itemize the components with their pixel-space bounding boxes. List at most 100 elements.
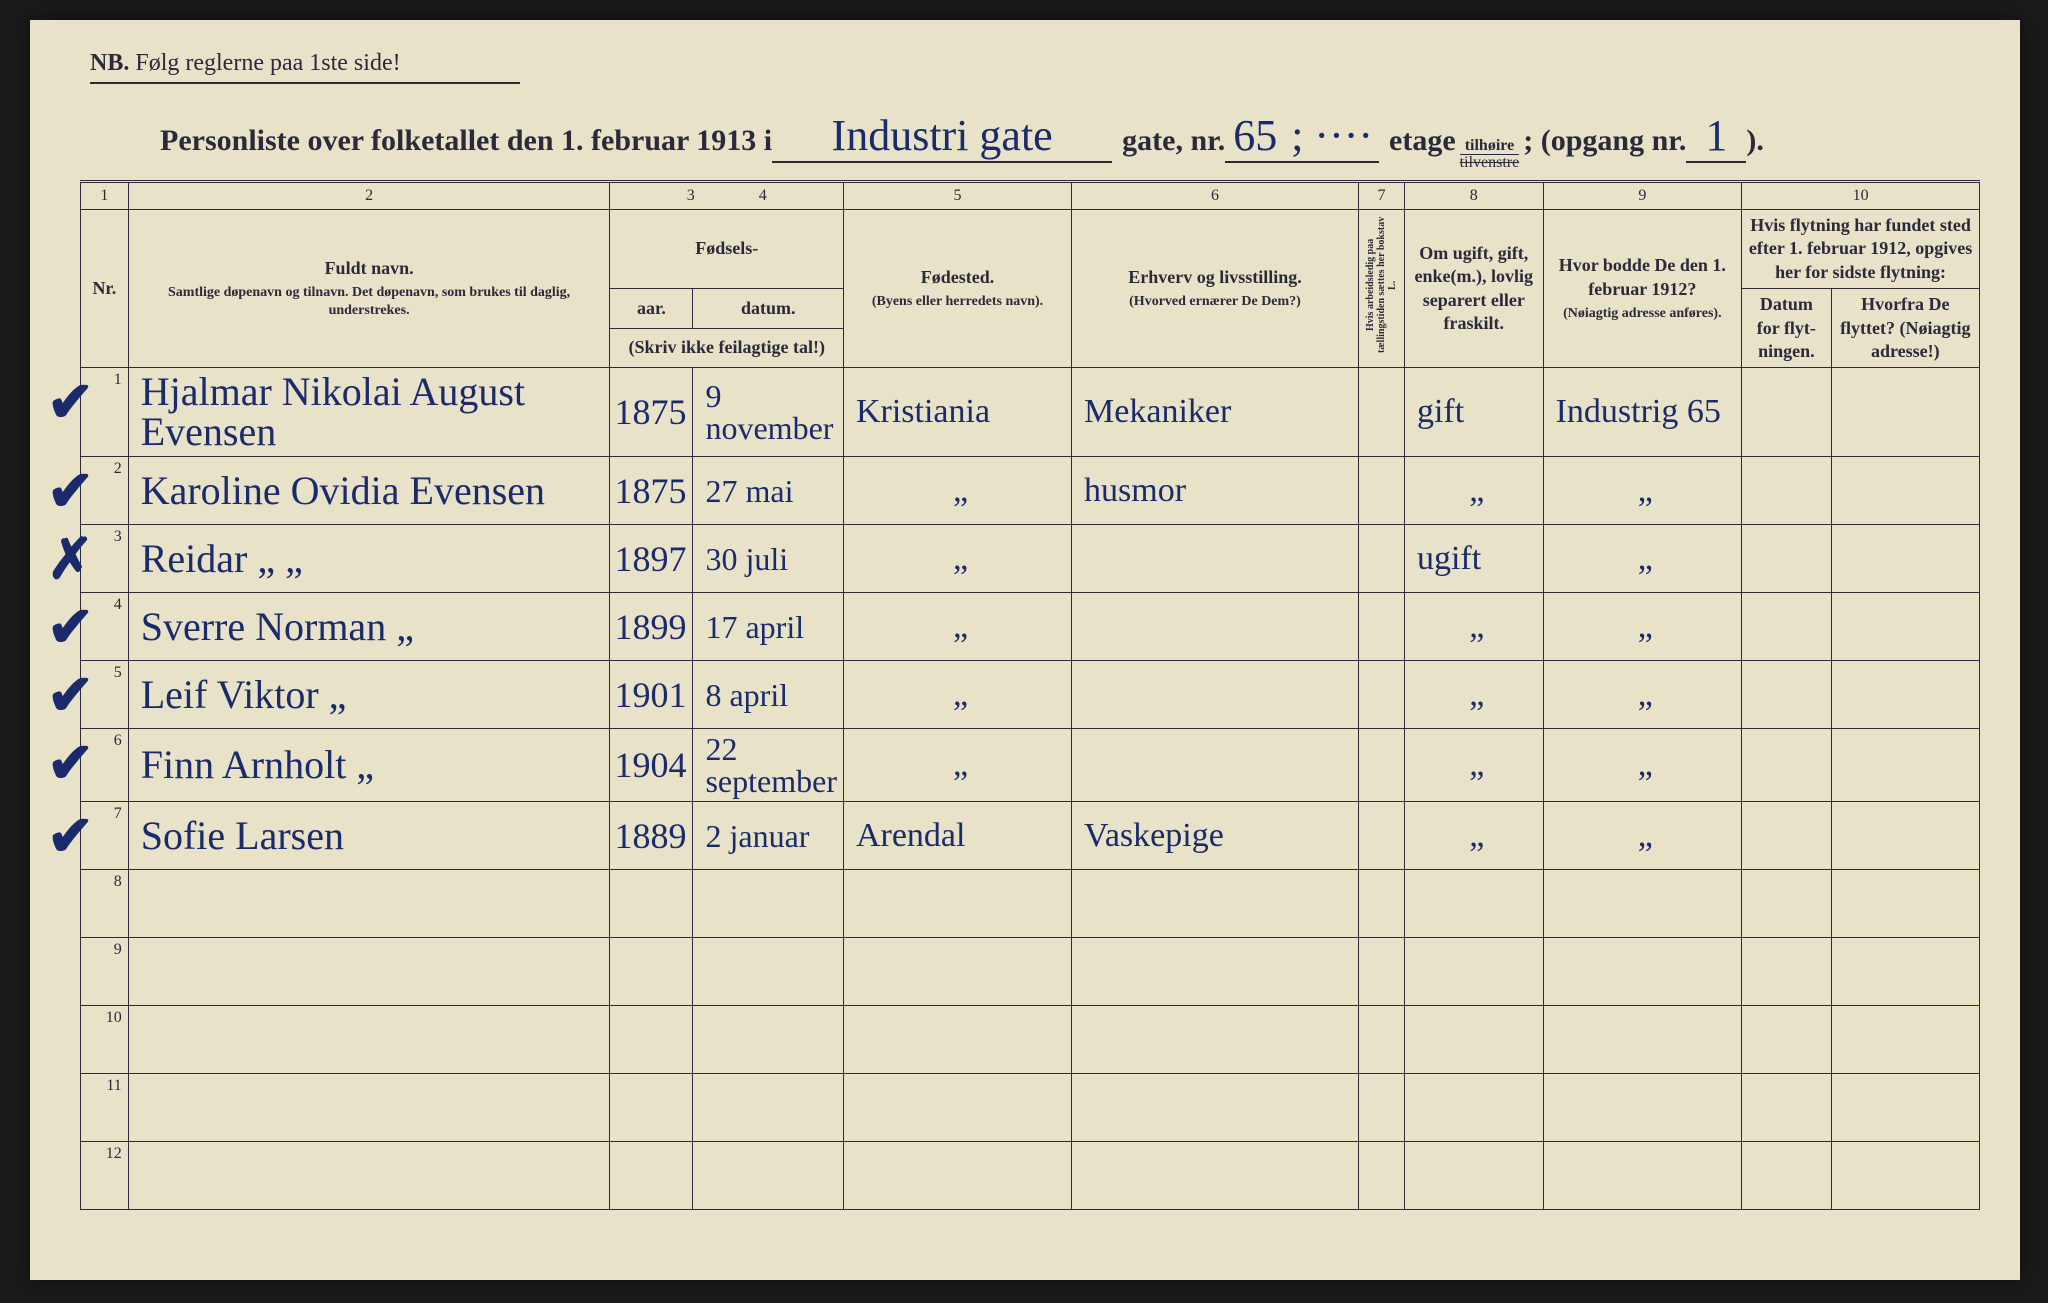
- hdr-col10b: Hvorfra De flyttet? (Nøiagtig adresse!): [1831, 289, 1979, 368]
- census-form-page: NB. Følg reglerne paa 1ste side! Personl…: [30, 20, 2020, 1280]
- cell-c8: „: [1404, 802, 1543, 870]
- row-nr: 11: [81, 1074, 129, 1142]
- cell-name: Leif Viktor „: [128, 661, 610, 729]
- cell-c7: [1358, 938, 1404, 1006]
- cell-c10a: [1742, 1142, 1831, 1210]
- cell-c8: „: [1404, 593, 1543, 661]
- row-nr: ✔2: [81, 457, 129, 525]
- cell-occ: [1072, 729, 1359, 802]
- cell-occ: Vaskepige: [1072, 802, 1359, 870]
- cell-year: [610, 1142, 693, 1210]
- cell-c8: [1404, 938, 1543, 1006]
- table-row: ✔1Hjalmar Nikolai August Evensen18759 no…: [81, 368, 1980, 457]
- cell-c9: „: [1543, 661, 1742, 729]
- cell-year: 1899: [610, 593, 693, 661]
- colnum-10: 10: [1742, 182, 1980, 210]
- table-row: 8: [81, 870, 1980, 938]
- cell-c7: [1358, 1074, 1404, 1142]
- gate-nr: 65: [1225, 110, 1285, 163]
- gate-nr-label: gate, nr.: [1122, 124, 1225, 158]
- cell-c9: [1543, 870, 1742, 938]
- row-nr: ✗3: [81, 525, 129, 593]
- cell-c8: [1404, 1006, 1543, 1074]
- cell-c10a: [1742, 870, 1831, 938]
- cell-c10b: [1831, 1074, 1979, 1142]
- cell-c10b: [1831, 525, 1979, 593]
- hdr-col7: Hvis arbeidsledig paa tællingstiden sætt…: [1358, 210, 1404, 368]
- hdr-aar-sub: (Skriv ikke feilagtige tal!): [610, 328, 844, 368]
- cell-c10b: [1831, 1006, 1979, 1074]
- cell-pob: „: [843, 457, 1071, 525]
- cell-year: 1901: [610, 661, 693, 729]
- side-bot: tilvenstre: [1460, 155, 1520, 171]
- cell-c8: [1404, 1074, 1543, 1142]
- cell-c10b: [1831, 1142, 1979, 1210]
- cell-c10b: [1831, 870, 1979, 938]
- cell-year: [610, 870, 693, 938]
- table-body: ✔1Hjalmar Nikolai August Evensen18759 no…: [81, 368, 1980, 1210]
- cell-date: [693, 1142, 844, 1210]
- cell-pob: Arendal: [843, 802, 1071, 870]
- cell-c10a: [1742, 1074, 1831, 1142]
- notice-nb: NB.: [90, 50, 129, 76]
- cell-c9: „: [1543, 593, 1742, 661]
- cell-name: [128, 938, 610, 1006]
- row-nr: ✔1: [81, 368, 129, 457]
- cell-name: Karoline Ovidia Evensen: [128, 457, 610, 525]
- row-nr: 10: [81, 1006, 129, 1074]
- table-row: 12: [81, 1142, 1980, 1210]
- hdr-nr: Nr.: [81, 210, 129, 368]
- cell-c8: „: [1404, 729, 1543, 802]
- cell-c9: [1543, 1006, 1742, 1074]
- cell-date: 8 april: [693, 661, 844, 729]
- cell-occ: [1072, 1006, 1359, 1074]
- hdr-col10a: Datum for flyt-ningen.: [1742, 289, 1831, 368]
- table-row: ✔7Sofie Larsen18892 januarArendalVaskepi…: [81, 802, 1980, 870]
- cell-year: [610, 1074, 693, 1142]
- cell-date: [693, 1074, 844, 1142]
- cell-date: 22 september: [693, 729, 844, 802]
- hdr-col10: Hvis flytning har fundet sted efter 1. f…: [1742, 210, 1980, 289]
- cell-occ: [1072, 661, 1359, 729]
- check-mark: ✔: [47, 735, 94, 791]
- cell-c7: [1358, 802, 1404, 870]
- cell-c10b: [1831, 457, 1979, 525]
- check-mark: ✔: [47, 463, 94, 519]
- cell-pob: „: [843, 593, 1071, 661]
- cell-name: Hjalmar Nikolai August Evensen: [128, 368, 610, 457]
- cell-date: [693, 1006, 844, 1074]
- cell-year: 1875: [610, 457, 693, 525]
- cell-c10a: [1742, 938, 1831, 1006]
- row-nr: 9: [81, 938, 129, 1006]
- table-row: ✗3Reidar „ „189730 juli„ugift„: [81, 525, 1980, 593]
- cell-pob: Kristiania: [843, 368, 1071, 457]
- side-top: tilhøire: [1460, 138, 1520, 155]
- cell-year: [610, 1006, 693, 1074]
- cell-pob: [843, 938, 1071, 1006]
- row-nr: ✔4: [81, 593, 129, 661]
- colnum-7: 7: [1358, 182, 1404, 210]
- colnum-9: 9: [1543, 182, 1742, 210]
- cell-pob: [843, 1142, 1071, 1210]
- cell-occ: [1072, 1074, 1359, 1142]
- cell-date: 27 mai: [693, 457, 844, 525]
- hdr-name: Fuldt navn. Samtlige døpenavn og tilnavn…: [128, 210, 610, 368]
- cell-name: [128, 1074, 610, 1142]
- cell-c9: Industrig 65: [1543, 368, 1742, 457]
- cell-c10a: [1742, 525, 1831, 593]
- cell-occ: [1072, 593, 1359, 661]
- row-nr: ✔5: [81, 661, 129, 729]
- cell-name: [128, 1142, 610, 1210]
- colnum-5: 5: [843, 182, 1071, 210]
- colnum-6: 6: [1072, 182, 1359, 210]
- cell-c10a: [1742, 1006, 1831, 1074]
- hdr-pob: Fødested. (Byens eller herredets navn).: [843, 210, 1071, 368]
- notice-text: Følg reglerne paa 1ste side!: [135, 50, 400, 76]
- cell-c9: [1543, 1142, 1742, 1210]
- cell-name: [128, 870, 610, 938]
- hdr-occ: Erhverv og livsstilling. (Hvorved ernære…: [1072, 210, 1359, 368]
- cell-c7: [1358, 525, 1404, 593]
- cell-c10b: [1831, 368, 1979, 457]
- cell-c9: „: [1543, 802, 1742, 870]
- cell-c10b: [1831, 661, 1979, 729]
